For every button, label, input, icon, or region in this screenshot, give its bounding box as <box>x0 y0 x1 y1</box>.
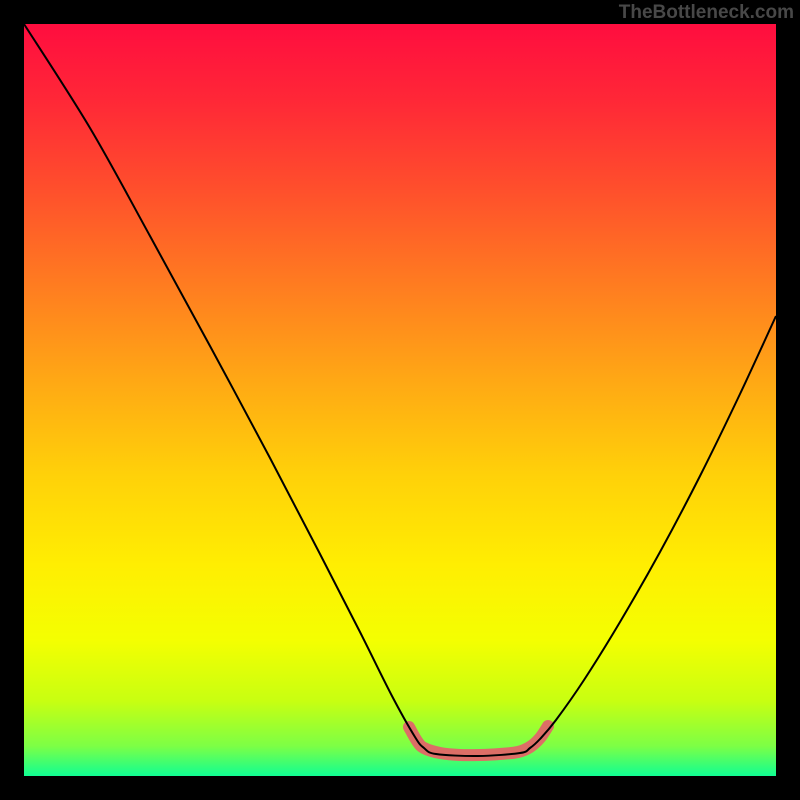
border-left <box>0 0 24 800</box>
chart-svg <box>0 0 800 800</box>
watermark-text: TheBottleneck.com <box>619 2 794 24</box>
chart-container: TheBottleneck.com <box>0 0 800 800</box>
border-bottom <box>0 776 800 800</box>
main-curve <box>24 24 776 756</box>
border-right <box>776 0 800 800</box>
